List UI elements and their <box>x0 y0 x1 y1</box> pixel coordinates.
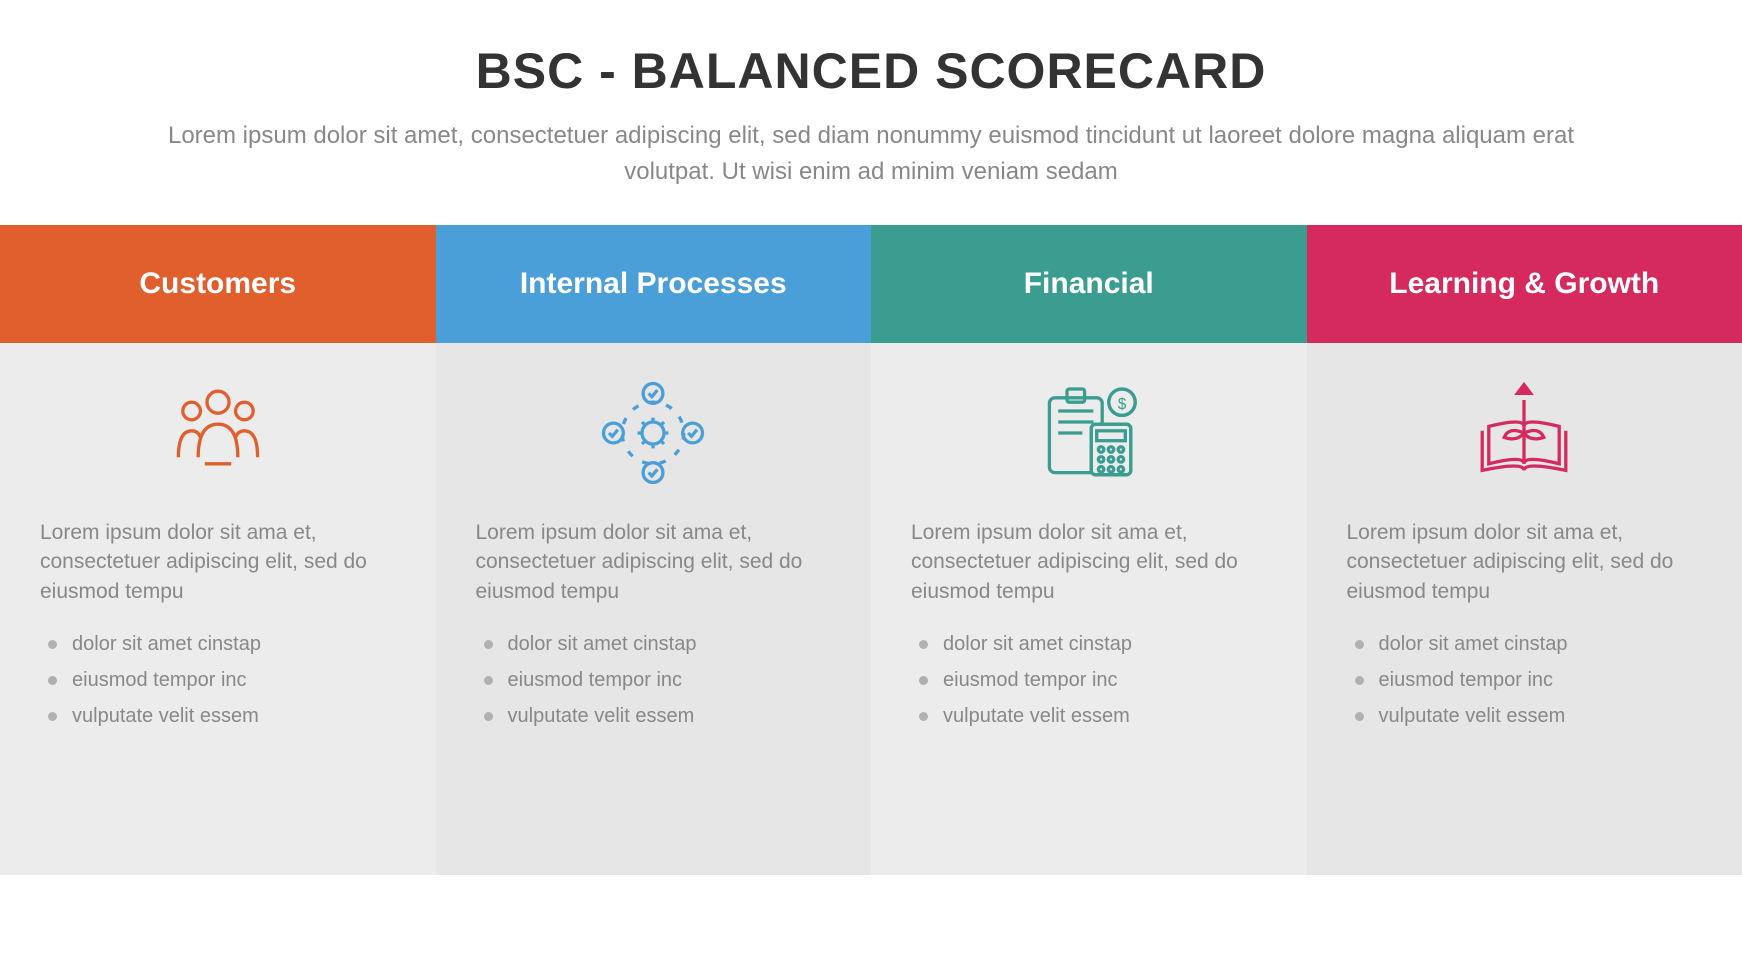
column-body-customers: Lorem ipsum dolor sit ama et, consectetu… <box>0 343 436 875</box>
column-desc: Lorem ipsum dolor sit ama et, consectetu… <box>911 518 1267 606</box>
finance-icon: $ <box>1034 373 1144 493</box>
bullet-item: vulputate velit essem <box>484 698 832 734</box>
column-learning-growth: Learning & Growth Lorem ipsum dolor sit … <box>1307 225 1742 875</box>
bullet-item: dolor sit amet cinstap <box>484 626 832 662</box>
column-header-financial: Financial <box>871 225 1307 343</box>
bullet-item: vulputate velit essem <box>919 698 1267 734</box>
column-desc: Lorem ipsum dolor sit ama et, consectetu… <box>40 518 396 606</box>
column-label: Learning & Growth <box>1389 267 1659 301</box>
column-body-growth: Lorem ipsum dolor sit ama et, consectetu… <box>1307 343 1742 875</box>
column-bullets: dolor sit amet cinstap eiusmod tempor in… <box>1347 626 1703 734</box>
column-internal-processes: Internal Processes Lorem ipsum <box>436 225 872 875</box>
column-bullets: dolor sit amet cinstap eiusmod tempor in… <box>476 626 832 734</box>
column-label: Financial <box>1024 267 1154 301</box>
column-label: Customers <box>139 267 296 301</box>
column-header-growth: Learning & Growth <box>1307 225 1742 343</box>
bullet-item: eiusmod tempor inc <box>48 662 396 698</box>
bullet-item: dolor sit amet cinstap <box>1355 626 1703 662</box>
page-header: BSC - BALANCED SCORECARD Lorem ipsum dol… <box>0 0 1742 225</box>
process-icon <box>598 373 708 493</box>
column-label: Internal Processes <box>520 267 787 301</box>
bullet-item: eiusmod tempor inc <box>919 662 1267 698</box>
column-header-customers: Customers <box>0 225 436 343</box>
svg-text:$: $ <box>1117 396 1126 413</box>
column-bullets: dolor sit amet cinstap eiusmod tempor in… <box>911 626 1267 734</box>
page-subtitle: Lorem ipsum dolor sit amet, consectetuer… <box>131 118 1611 190</box>
bullet-item: dolor sit amet cinstap <box>919 626 1267 662</box>
growth-icon <box>1469 373 1579 493</box>
bullet-item: eiusmod tempor inc <box>1355 662 1703 698</box>
column-desc: Lorem ipsum dolor sit ama et, consectetu… <box>476 518 832 606</box>
column-body-financial: $ Lorem ipsum dolor sit ama et, consecte… <box>871 343 1307 875</box>
page-title: BSC - BALANCED SCORECARD <box>0 42 1742 100</box>
column-body-processes: Lorem ipsum dolor sit ama et, consectetu… <box>436 343 872 875</box>
column-desc: Lorem ipsum dolor sit ama et, consectetu… <box>1347 518 1703 606</box>
bullet-item: vulputate velit essem <box>48 698 396 734</box>
bullet-item: eiusmod tempor inc <box>484 662 832 698</box>
bullet-item: dolor sit amet cinstap <box>48 626 396 662</box>
column-bullets: dolor sit amet cinstap eiusmod tempor in… <box>40 626 396 734</box>
column-financial: Financial $ <box>871 225 1307 875</box>
column-customers: Customers Lorem ipsum dolor sit ama et, … <box>0 225 436 875</box>
people-icon <box>163 373 273 493</box>
bullet-item: vulputate velit essem <box>1355 698 1703 734</box>
column-header-processes: Internal Processes <box>436 225 872 343</box>
columns-container: Customers Lorem ipsum dolor sit ama et, … <box>0 225 1742 875</box>
